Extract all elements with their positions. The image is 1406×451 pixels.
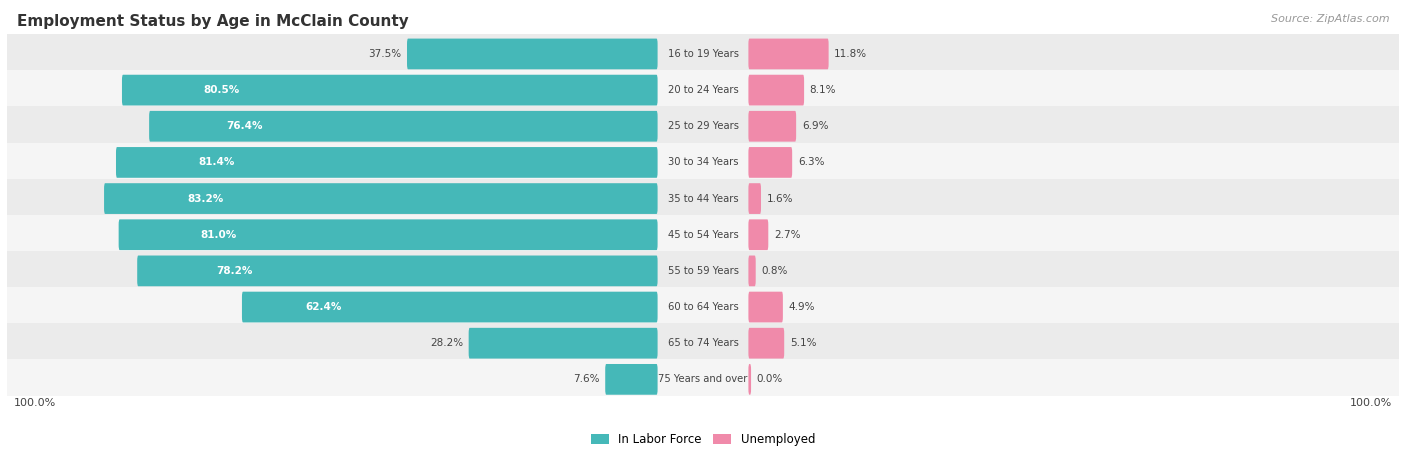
Bar — [7, 179, 1399, 215]
Text: 6.3%: 6.3% — [797, 157, 824, 167]
FancyBboxPatch shape — [138, 256, 658, 286]
Text: 2.7%: 2.7% — [773, 230, 800, 240]
Text: 78.2%: 78.2% — [217, 266, 252, 276]
Text: 81.4%: 81.4% — [198, 157, 235, 167]
FancyBboxPatch shape — [748, 39, 828, 69]
Text: 100.0%: 100.0% — [14, 398, 56, 408]
FancyBboxPatch shape — [149, 111, 658, 142]
FancyBboxPatch shape — [748, 256, 755, 286]
Text: 7.6%: 7.6% — [574, 374, 599, 384]
Text: 80.5%: 80.5% — [202, 85, 239, 95]
Text: 0.0%: 0.0% — [756, 374, 782, 384]
FancyBboxPatch shape — [748, 292, 783, 322]
Bar — [7, 106, 1399, 143]
Bar — [7, 359, 1399, 396]
FancyBboxPatch shape — [748, 183, 761, 214]
Bar — [7, 70, 1399, 106]
Text: 1.6%: 1.6% — [766, 193, 793, 203]
FancyBboxPatch shape — [605, 364, 658, 395]
Text: 0.8%: 0.8% — [761, 266, 787, 276]
Text: Employment Status by Age in McClain County: Employment Status by Age in McClain Coun… — [17, 14, 409, 28]
FancyBboxPatch shape — [468, 328, 658, 359]
FancyBboxPatch shape — [748, 364, 751, 395]
Bar — [7, 251, 1399, 287]
Text: 75 Years and over: 75 Years and over — [658, 374, 748, 384]
FancyBboxPatch shape — [406, 39, 658, 69]
Text: 76.4%: 76.4% — [226, 121, 263, 131]
FancyBboxPatch shape — [748, 147, 792, 178]
Text: 45 to 54 Years: 45 to 54 Years — [668, 230, 738, 240]
Text: 6.9%: 6.9% — [801, 121, 828, 131]
Legend: In Labor Force, Unemployed: In Labor Force, Unemployed — [586, 428, 820, 451]
FancyBboxPatch shape — [115, 147, 658, 178]
Text: 8.1%: 8.1% — [810, 85, 837, 95]
Text: 28.2%: 28.2% — [430, 338, 463, 348]
Text: 35 to 44 Years: 35 to 44 Years — [668, 193, 738, 203]
Text: 5.1%: 5.1% — [790, 338, 817, 348]
Text: 60 to 64 Years: 60 to 64 Years — [668, 302, 738, 312]
Text: 20 to 24 Years: 20 to 24 Years — [668, 85, 738, 95]
FancyBboxPatch shape — [748, 111, 796, 142]
Text: Source: ZipAtlas.com: Source: ZipAtlas.com — [1271, 14, 1389, 23]
Text: 65 to 74 Years: 65 to 74 Years — [668, 338, 738, 348]
Text: 30 to 34 Years: 30 to 34 Years — [668, 157, 738, 167]
Text: 62.4%: 62.4% — [305, 302, 342, 312]
Bar — [7, 34, 1399, 70]
FancyBboxPatch shape — [242, 292, 658, 322]
FancyBboxPatch shape — [118, 219, 658, 250]
FancyBboxPatch shape — [104, 183, 658, 214]
FancyBboxPatch shape — [122, 75, 658, 106]
Bar — [7, 287, 1399, 323]
Text: 55 to 59 Years: 55 to 59 Years — [668, 266, 738, 276]
Text: 81.0%: 81.0% — [200, 230, 236, 240]
Bar — [7, 323, 1399, 359]
FancyBboxPatch shape — [748, 219, 768, 250]
Text: 25 to 29 Years: 25 to 29 Years — [668, 121, 738, 131]
Bar — [7, 143, 1399, 179]
Text: 11.8%: 11.8% — [834, 49, 868, 59]
Text: 16 to 19 Years: 16 to 19 Years — [668, 49, 738, 59]
Text: 83.2%: 83.2% — [188, 193, 224, 203]
Bar — [7, 215, 1399, 251]
Text: 100.0%: 100.0% — [1350, 398, 1392, 408]
Text: 37.5%: 37.5% — [368, 49, 401, 59]
FancyBboxPatch shape — [748, 328, 785, 359]
FancyBboxPatch shape — [748, 75, 804, 106]
Text: 4.9%: 4.9% — [789, 302, 815, 312]
